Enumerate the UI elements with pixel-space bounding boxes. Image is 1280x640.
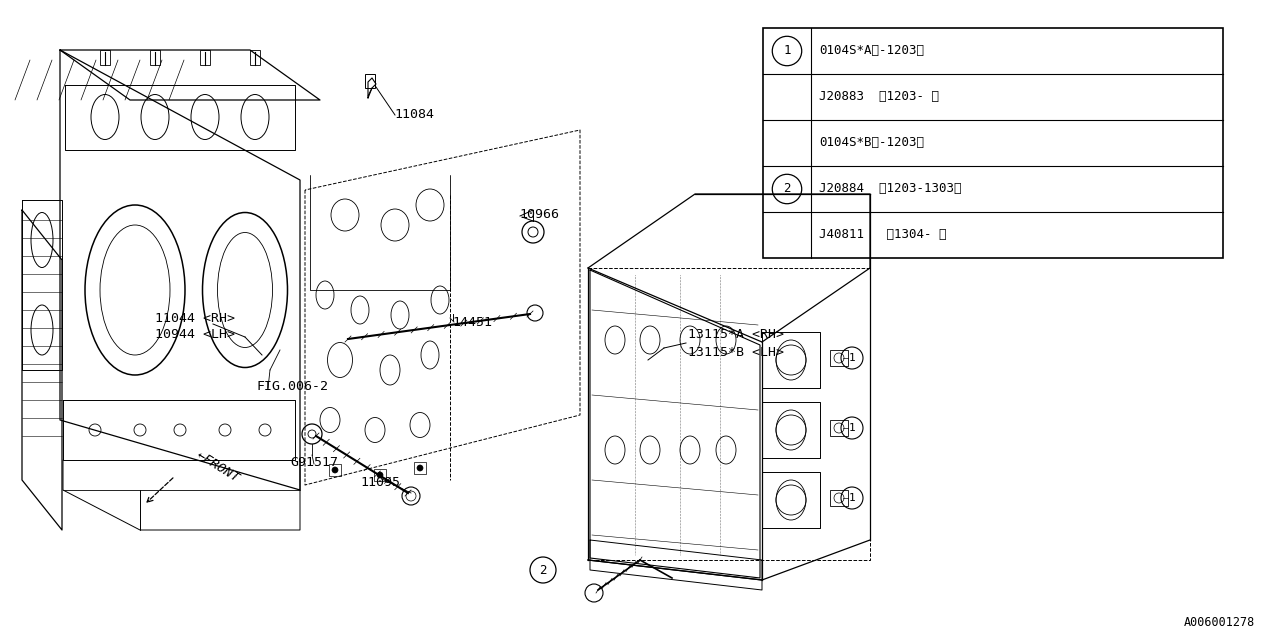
Text: J20884  （1203-1303）: J20884 （1203-1303） [819, 182, 961, 195]
Text: 0104S*A（-1203）: 0104S*A（-1203） [819, 45, 924, 58]
Text: 1: 1 [783, 45, 791, 58]
Text: ←FRONT: ←FRONT [195, 449, 242, 485]
Bar [829, 350, 849, 366]
Circle shape [417, 465, 422, 471]
Bar [150, 50, 160, 65]
Text: J20883  （1203- ）: J20883 （1203- ） [819, 90, 940, 104]
Text: 1: 1 [849, 493, 855, 503]
Bar [763, 28, 1222, 258]
Bar [829, 490, 849, 506]
Text: G91517: G91517 [291, 456, 338, 468]
Text: J40811   （1304- ）: J40811 （1304- ） [819, 228, 946, 241]
Circle shape [378, 472, 383, 478]
Text: 11084: 11084 [394, 109, 434, 122]
Text: 11095: 11095 [360, 477, 399, 490]
Bar [365, 74, 375, 88]
Bar [100, 50, 110, 65]
Text: 2: 2 [783, 182, 791, 195]
Text: 0104S*B（-1203）: 0104S*B（-1203） [819, 136, 924, 150]
Bar [829, 420, 849, 436]
Circle shape [332, 467, 338, 473]
Text: 13115*B <LH>: 13115*B <LH> [689, 346, 783, 358]
Bar [413, 462, 426, 474]
Bar [374, 469, 387, 481]
Text: A006001278: A006001278 [1184, 616, 1254, 630]
Text: 10944 <LH>: 10944 <LH> [155, 328, 236, 340]
Text: 1: 1 [849, 353, 855, 363]
Text: 10966: 10966 [518, 209, 559, 221]
Text: FIG.006-2: FIG.006-2 [256, 381, 328, 394]
Text: 13115*A <RH>: 13115*A <RH> [689, 328, 783, 342]
Text: 14451: 14451 [452, 316, 492, 328]
Bar [200, 50, 210, 65]
Text: 11044 <RH>: 11044 <RH> [155, 312, 236, 324]
Text: 1: 1 [849, 423, 855, 433]
Bar [250, 50, 260, 65]
Text: 2: 2 [539, 563, 547, 577]
Bar [329, 464, 340, 476]
